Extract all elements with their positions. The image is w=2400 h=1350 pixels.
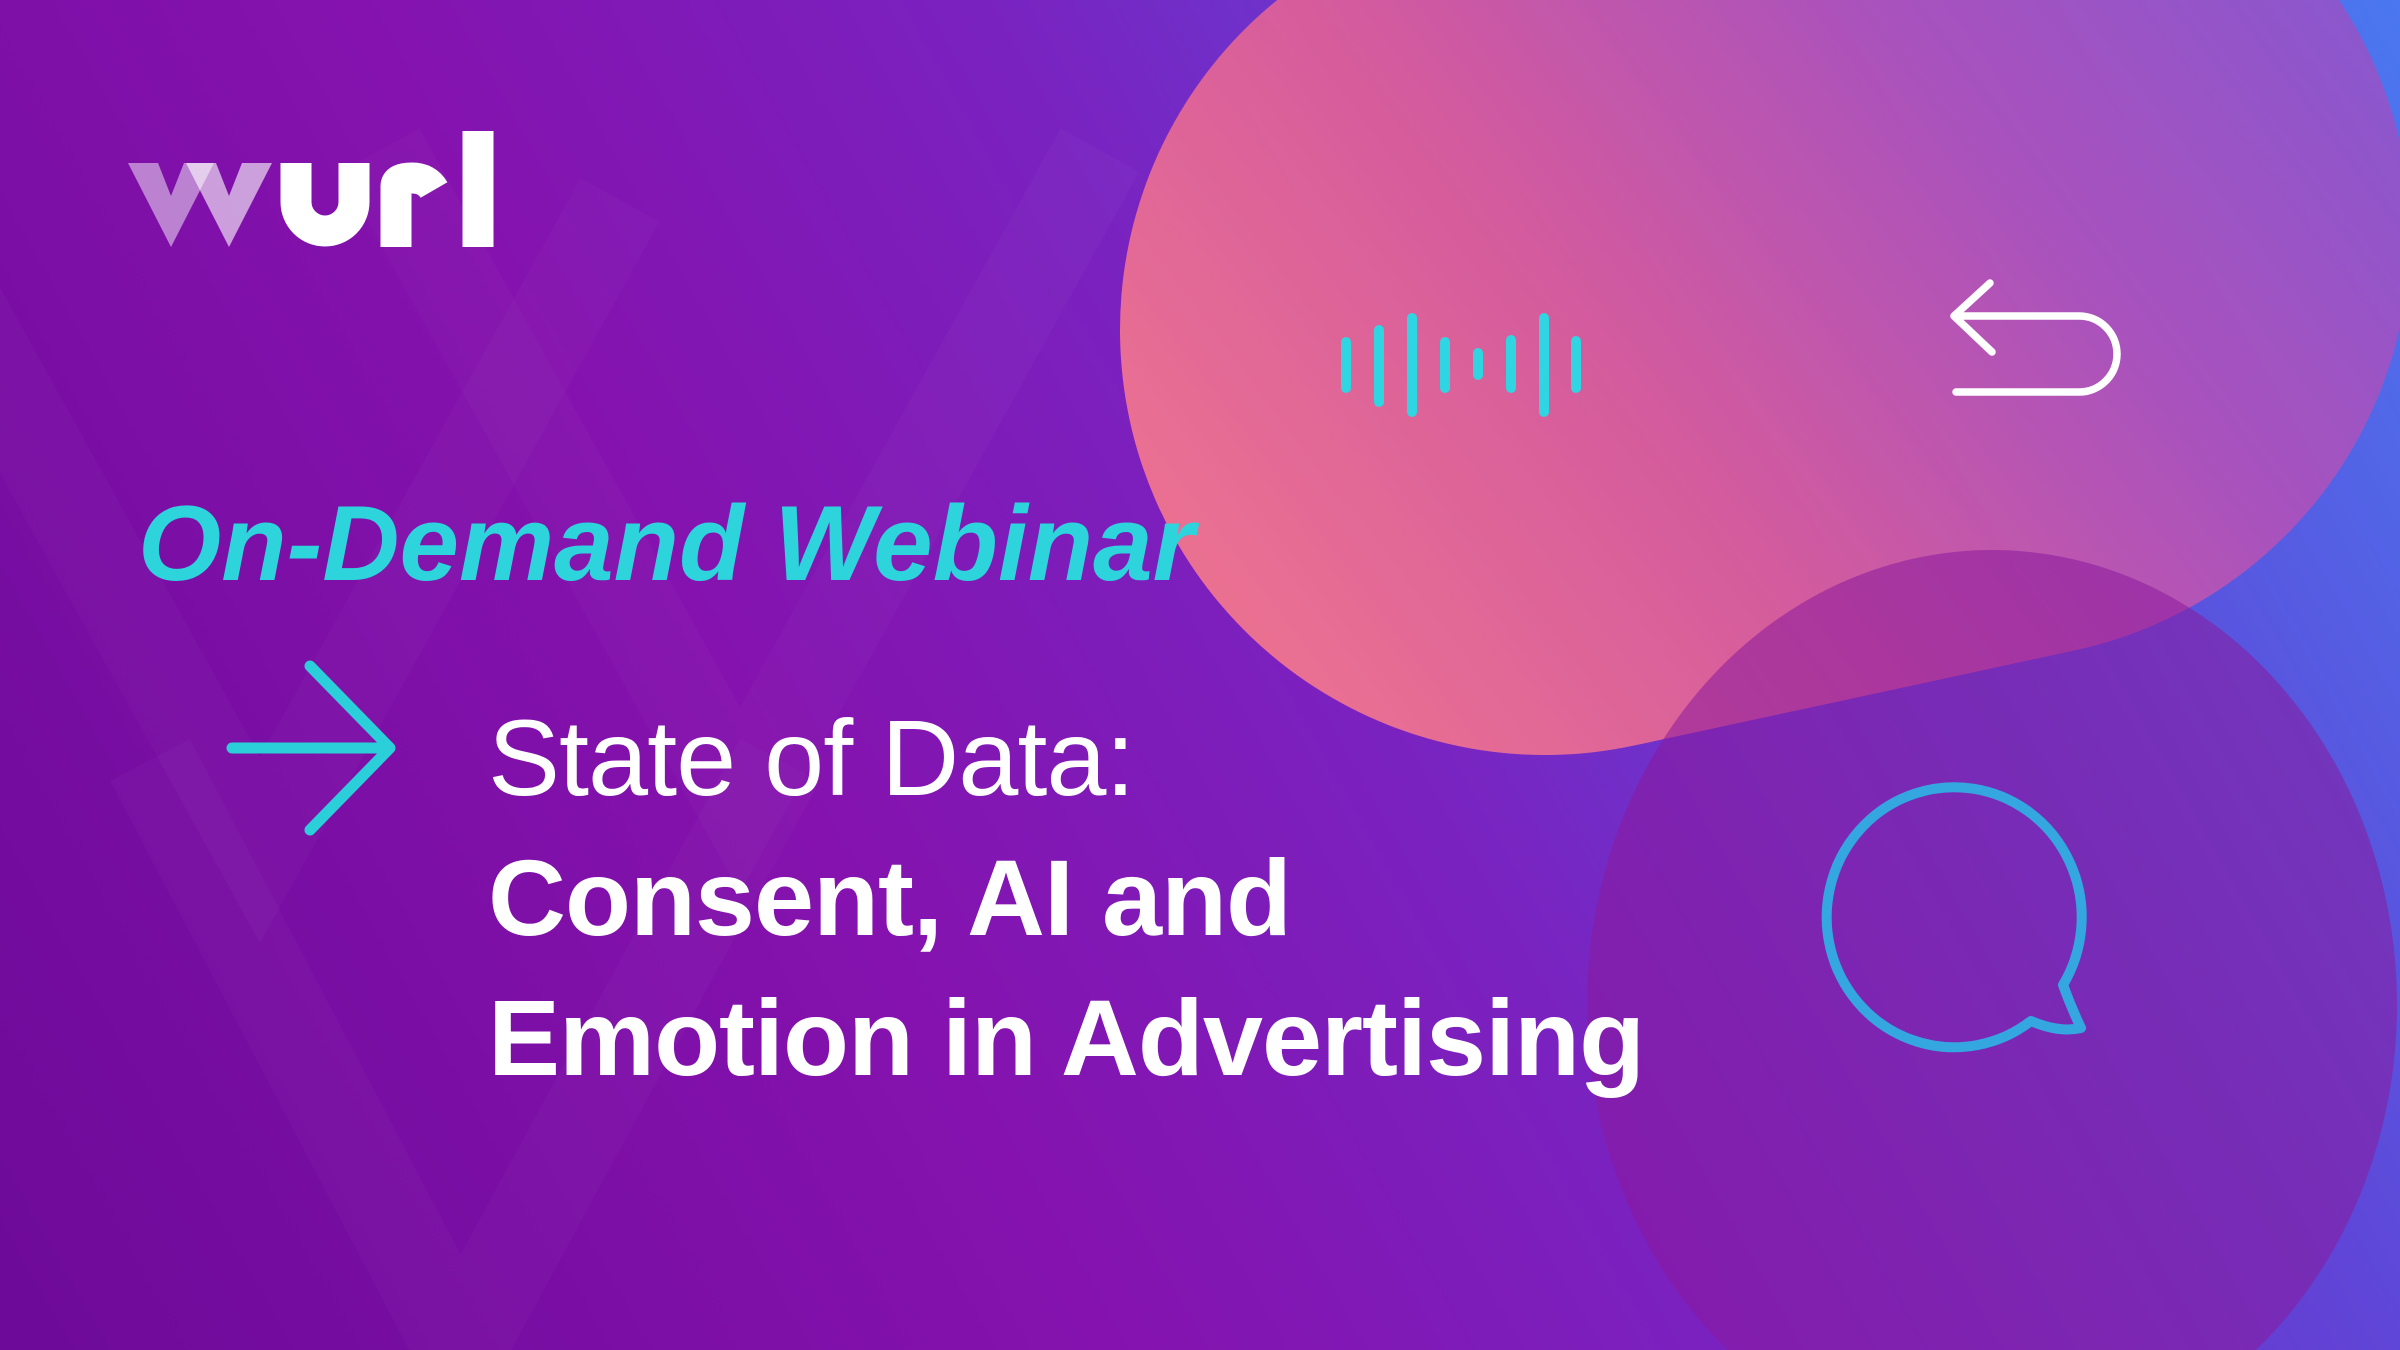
return-arrow-icon <box>1950 279 2121 396</box>
webinar-title: State of Data: Consent, AI and Emotion i… <box>488 688 1645 1108</box>
chat-bubble-icon <box>1821 782 2087 1053</box>
title-line-3: Emotion in Advertising <box>488 977 1645 1098</box>
wurl-logo-mark <box>128 131 494 247</box>
logo-chevron-left <box>128 163 214 247</box>
coral-capsule-shape <box>1120 0 2400 755</box>
waveform-icon <box>1341 313 1581 417</box>
eyebrow-label: On-Demand Webinar <box>138 483 1195 603</box>
overlay-circle-shape <box>1587 550 2397 1350</box>
title-prefix: State of Data: <box>488 697 1135 818</box>
title-line-2: Consent, AI and <box>488 837 1292 958</box>
right-arrow-icon <box>226 660 396 836</box>
logo-chevron-right <box>186 163 272 247</box>
